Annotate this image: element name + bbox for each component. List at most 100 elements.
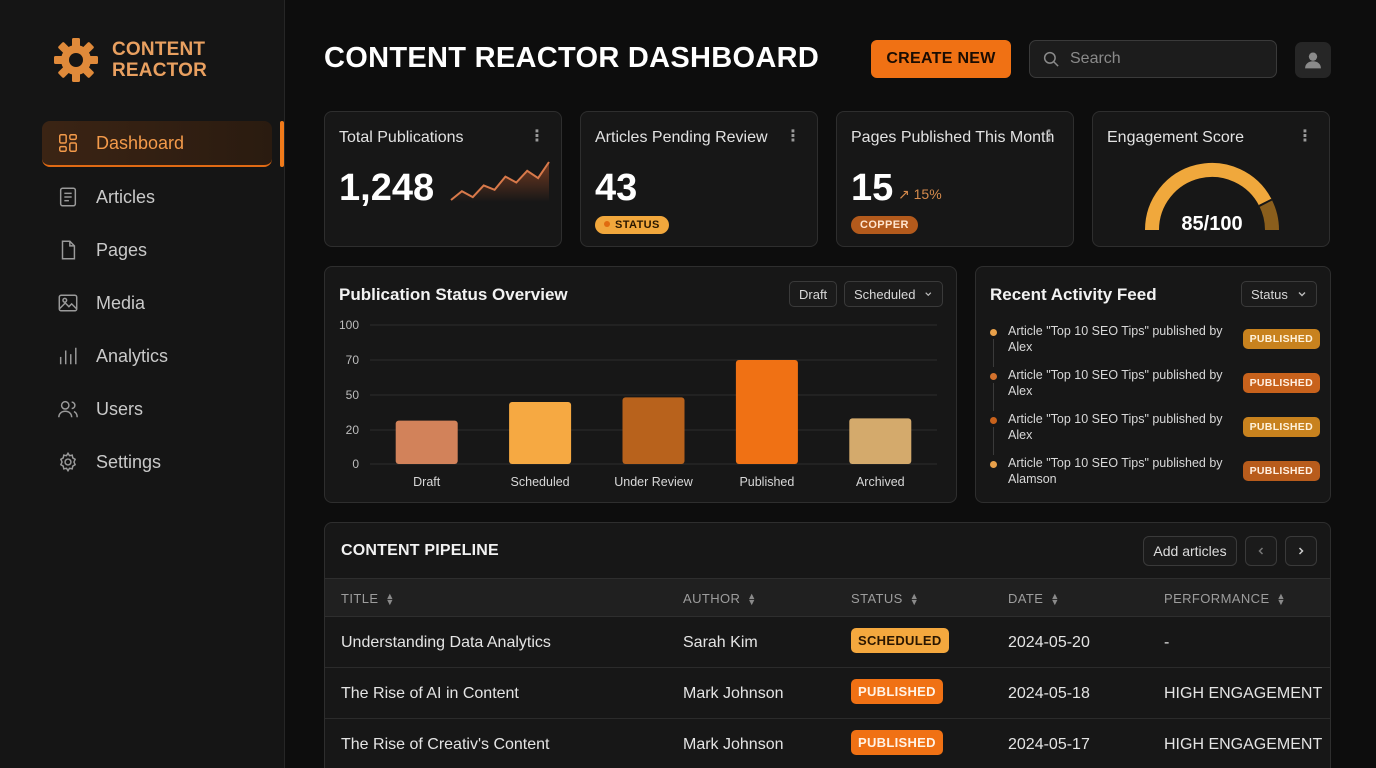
cell-title: The Rise of Creativ's Content	[341, 736, 550, 753]
more-options-icon[interactable]: ⋮	[1297, 128, 1313, 145]
bar-under-review[interactable]	[622, 397, 685, 464]
sidebar-item-label: Articles	[96, 186, 156, 207]
table-row[interactable]: Understanding Data Analytics Sarah Kim SCH…	[325, 617, 1330, 668]
bar-archived[interactable]	[849, 418, 912, 464]
cell-status: PUBLISHED	[851, 679, 943, 704]
brand-line-2: REACTOR	[112, 60, 207, 81]
search-input[interactable]	[1070, 50, 1260, 68]
cell-title: Understanding Data Analytics	[341, 634, 551, 651]
gauge-value: 85/100	[1181, 213, 1243, 235]
stat-title: Total Publications	[339, 129, 464, 146]
x-tick-label: Published	[739, 475, 794, 489]
sidebar-item-articles[interactable]: Articles	[42, 174, 272, 220]
pipeline-title: CONTENT PIPELINE	[341, 542, 499, 559]
sidebar-item-label: Analytics	[96, 345, 169, 366]
publication-status-chart-card: 100 70 50 20 0 Draft Scheduled Under Review Publ…	[324, 266, 957, 503]
x-tick-label: Archived	[856, 475, 905, 489]
sparkline-line	[450, 161, 550, 201]
more-options-icon[interactable]: ⋮	[1041, 128, 1057, 145]
sparkline-chart	[450, 161, 550, 202]
table-row[interactable]: The Rise of Creativ's Content Mark Johnso…	[325, 719, 1330, 768]
stat-value: 15	[851, 167, 894, 209]
bar-scheduled[interactable]	[509, 402, 572, 464]
chevron-down-icon	[1298, 292, 1306, 297]
sidebar-item-users[interactable]: Users	[42, 386, 272, 432]
column-label: STATUS	[851, 591, 903, 606]
sort-icon: ▲ ▼	[1276, 590, 1286, 607]
sidebar-item-settings[interactable]: Settings	[42, 439, 272, 485]
cell-status: SCHEDULED	[851, 628, 949, 653]
activity-text: Article "Top 10 SEO Tips" published by A…	[1008, 368, 1223, 398]
next-page-button[interactable]	[1285, 536, 1317, 566]
bar-published[interactable]	[735, 360, 798, 464]
table-row[interactable]: The Rise of AI in Content Mark Johnson PUB…	[325, 668, 1330, 719]
sidebar-item-media[interactable]: Media	[42, 280, 272, 326]
sidebar-item-analytics[interactable]: Analytics	[42, 333, 272, 379]
bar-chart: 100 70 50 20 0 Draft Scheduled Under Review Publ…	[339, 318, 937, 489]
sidebar-item-dashboard[interactable]: Dashboard	[42, 121, 272, 167]
stat-card-total-publications: Total Publications ⋮ 1,248	[324, 111, 562, 247]
column-header-title[interactable]: TITLE ▲ ▼	[341, 591, 395, 606]
column-header-status[interactable]: STATUS ▲ ▼	[851, 591, 919, 606]
activity-item[interactable]: Article "Top 10 SEO Tips" published by A…	[990, 411, 1320, 455]
page-title: CONTENT REACTOR DASHBOARD	[324, 42, 820, 74]
sidebar-item-pages[interactable]: Pages	[42, 227, 272, 273]
y-tick-label: 70	[346, 353, 360, 367]
status-filter-dropdown[interactable]: Status	[1241, 281, 1317, 307]
dashboard-grid-icon	[56, 131, 80, 155]
filter-scheduled-dropdown[interactable]: Scheduled	[844, 281, 943, 307]
column-label: DATE	[1008, 591, 1044, 606]
add-articles-button[interactable]: Add articles	[1143, 536, 1237, 566]
cell-date: 2024-05-20	[1008, 634, 1090, 651]
stat-title: Engagement Score	[1107, 129, 1244, 146]
stat-value: 43	[595, 167, 638, 209]
activity-item[interactable]: Article "Top 10 SEO Tips" published by A…	[990, 455, 1320, 499]
x-tick-label: Scheduled	[511, 475, 570, 489]
user-icon	[1305, 52, 1321, 69]
stat-title: Articles Pending Review	[595, 129, 768, 146]
filter-draft-button[interactable]: Draft	[789, 281, 838, 307]
activity-item[interactable]: Article "Top 10 SEO Tips" published by A…	[990, 367, 1320, 411]
more-options-icon[interactable]: ⋮	[785, 128, 801, 145]
status-badge: PUBLISHED	[1242, 417, 1320, 437]
timeline-connector	[993, 427, 994, 455]
table-header: TITLE ▲ ▼ AUTHOR ▲ ▼ STATUS ▲ ▼ DATE ▲ ▼ PERFORM…	[325, 578, 1330, 617]
search-box[interactable]	[1029, 40, 1277, 78]
chart-title: Publication Status Overview	[339, 285, 568, 304]
bar-chart-icon	[56, 344, 80, 368]
create-new-button[interactable]: CREATE NEW	[871, 40, 1011, 78]
document-icon	[56, 185, 80, 209]
activity-item[interactable]: Article "Top 10 SEO Tips" published by A…	[990, 323, 1320, 367]
status-dot-icon	[604, 221, 610, 227]
column-header-author[interactable]: AUTHOR ▲ ▼	[683, 591, 757, 606]
gauge-divider	[1258, 198, 1273, 207]
brand-logo[interactable]: CONTENT REACTOR	[52, 36, 207, 84]
prev-page-button[interactable]	[1245, 536, 1277, 566]
brand-line-1: CONTENT	[112, 39, 206, 60]
timeline-dot-icon	[990, 373, 997, 380]
column-label: AUTHOR	[683, 591, 741, 606]
column-header-performance[interactable]: PERFORMANCE ▲ ▼	[1164, 591, 1286, 606]
sort-icon: ▲ ▼	[909, 590, 920, 607]
sidebar-item-label: Users	[96, 398, 144, 419]
y-tick-label: 20	[346, 423, 360, 437]
y-tick-label: 50	[346, 388, 360, 402]
filter-label: Scheduled	[854, 286, 916, 302]
stat-card-pending-review: Articles Pending Review ⋮ 43 STATUS	[580, 111, 818, 247]
content-pipeline-card: CONTENT PIPELINE Add articles TITLE ▲ ▼ AU…	[324, 522, 1331, 768]
image-icon	[56, 291, 80, 315]
status-badge: STATUS	[595, 216, 669, 234]
filter-label: Status	[1251, 286, 1288, 302]
column-header-date[interactable]: DATE ▲ ▼	[1008, 591, 1060, 606]
more-options-icon[interactable]: ⋮	[529, 128, 545, 145]
stat-card-engagement-score: Engagement Score ⋮ 85/100	[1092, 111, 1330, 247]
user-avatar[interactable]	[1295, 42, 1331, 78]
stat-title: Pages Published This Month	[851, 129, 1055, 146]
activity-text: Article "Top 10 SEO Tips" published by A…	[1008, 324, 1223, 354]
filter-label: Draft	[799, 286, 828, 302]
sidebar: CONTENT REACTOR Dashboard Articles Pages	[0, 0, 285, 768]
sort-icon: ▲ ▼	[385, 590, 395, 607]
y-tick-label: 0	[352, 457, 359, 471]
bar-draft[interactable]	[395, 420, 458, 464]
gauge-track-arc	[1259, 199, 1280, 231]
